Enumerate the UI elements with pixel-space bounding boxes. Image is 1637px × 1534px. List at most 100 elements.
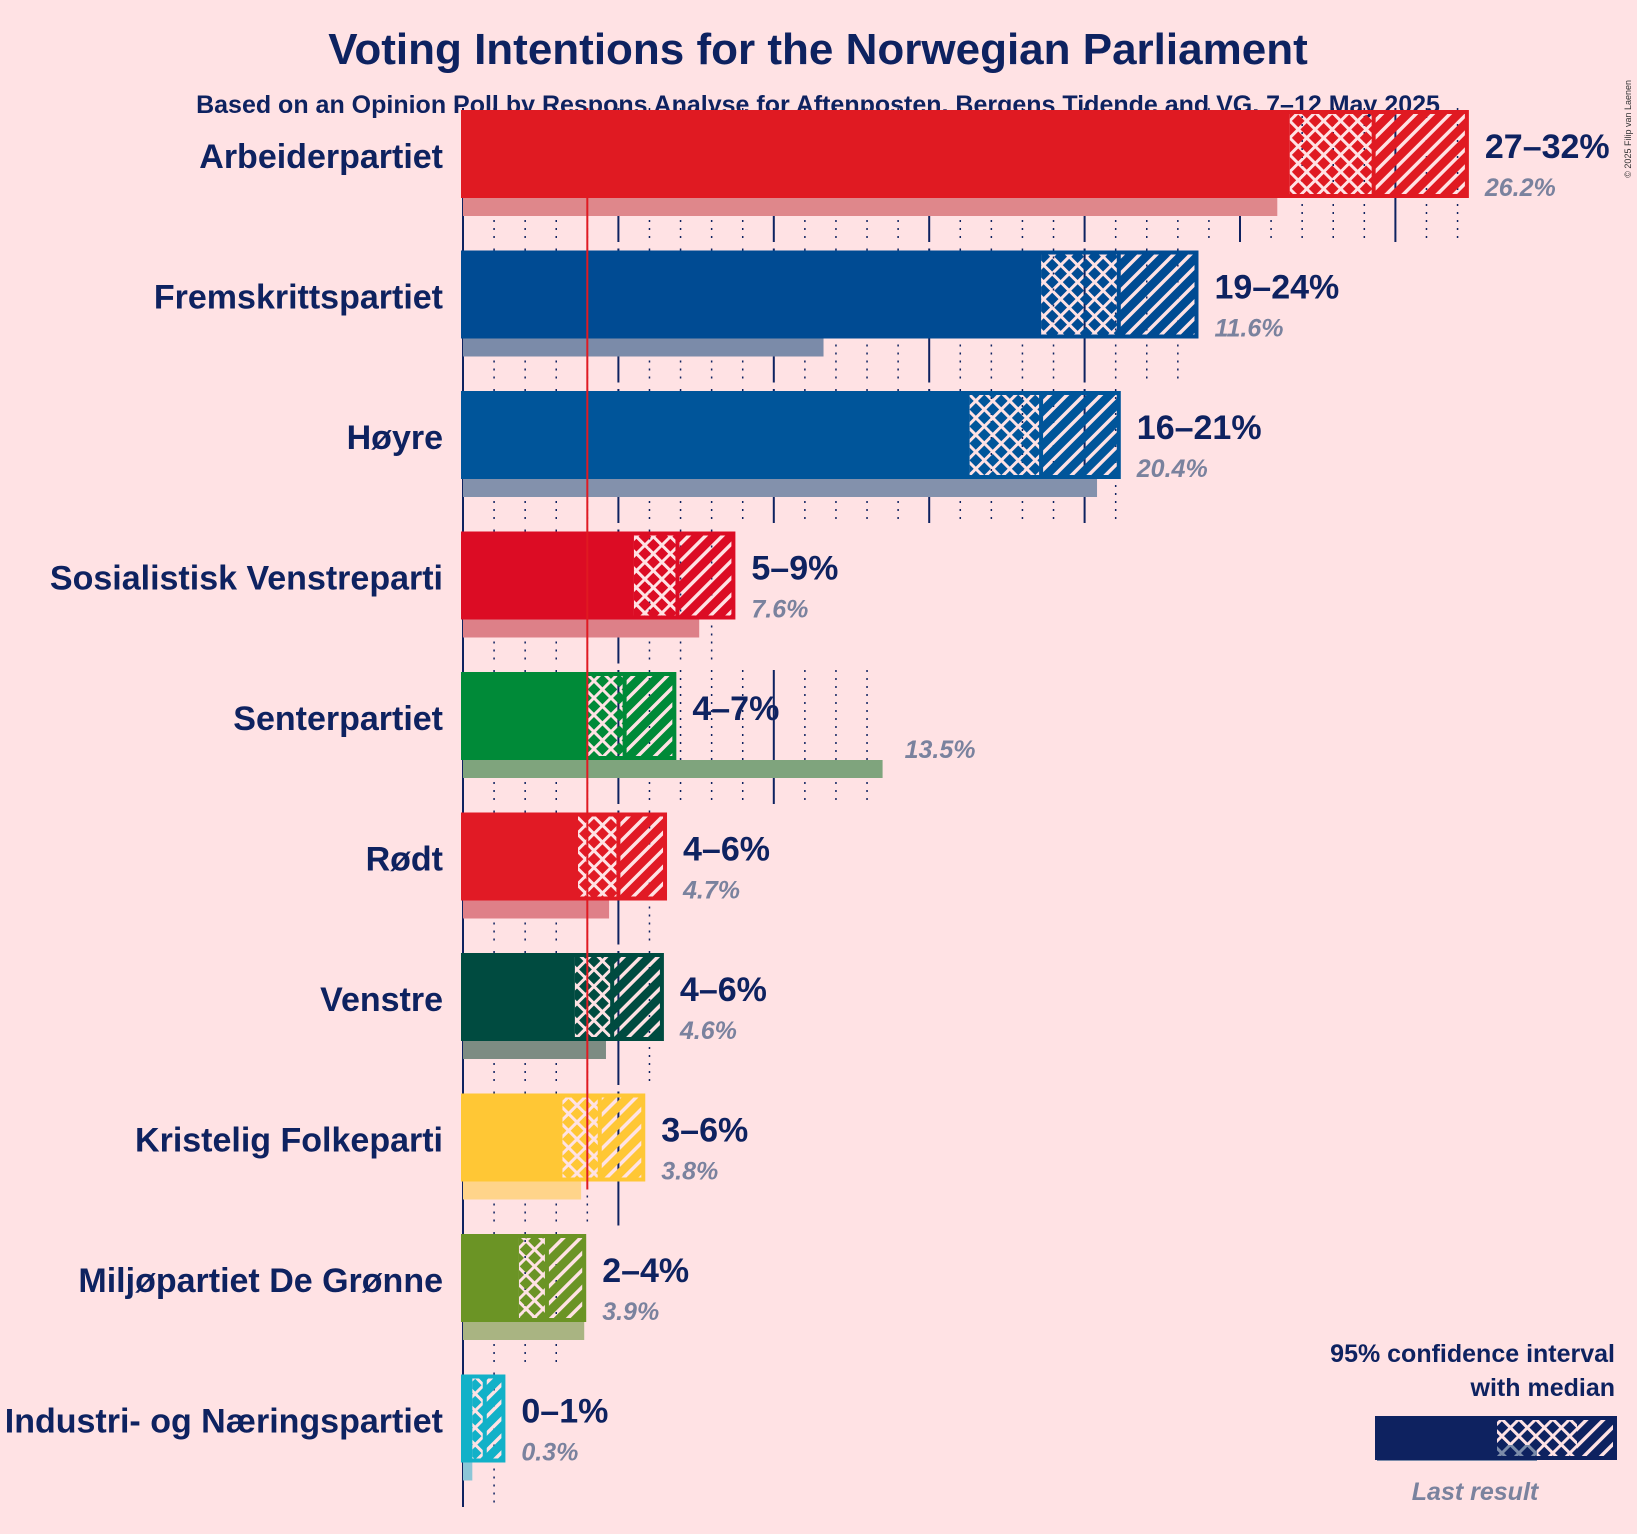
last-result-label: 20.4% [1136, 455, 1208, 483]
range-label: 27–32% [1485, 128, 1610, 166]
range-label: 19–24% [1214, 269, 1339, 307]
ci-lower-hatch [518, 1236, 547, 1320]
ci-upper-hatch [546, 1236, 585, 1320]
ci-solid-bar [463, 955, 575, 1039]
ci-solid-bar [463, 1376, 473, 1461]
range-label: 3–6% [661, 1112, 748, 1150]
party-bar-group [461, 391, 1121, 497]
ci-upper-hatch [484, 1376, 504, 1461]
ci-outline [461, 531, 736, 620]
legend-crosshatch [1497, 1418, 1577, 1458]
ci-solid-bar [463, 533, 634, 618]
ci-solid-bar [463, 1095, 563, 1180]
last-result-bar [463, 1181, 582, 1200]
last-result-bar [463, 479, 1098, 497]
ci-outline [461, 391, 1121, 479]
party-bar-group [461, 812, 668, 919]
ci-outline [461, 672, 677, 760]
party-bar-group [461, 250, 1199, 357]
ci-solid-bar [463, 112, 1290, 196]
chart-title: Voting Intentions for the Norwegian Parl… [328, 25, 1308, 74]
party-bar-group [461, 1374, 506, 1481]
party-name: Fremskrittspartiet [154, 279, 443, 317]
party-name: Sosialistisk Venstreparti [50, 560, 443, 598]
legend-line2: with median [1470, 1374, 1615, 1402]
last-result-label: 3.9% [602, 1298, 659, 1326]
ci-lower-hatch [633, 533, 678, 618]
ci-solid-bar [463, 674, 588, 758]
legend-solid-bar [1377, 1418, 1497, 1458]
last-result-label: 13.5% [905, 736, 976, 764]
last-result-label: 0.3% [521, 1439, 578, 1467]
party-name: Miljøpartiet De Grønne [78, 1262, 443, 1300]
range-label: 0–1% [521, 1393, 608, 1431]
last-result-bar [463, 760, 883, 778]
last-result-bar [463, 1041, 606, 1059]
ci-upper-hatch [624, 674, 675, 758]
party-bar-group [461, 672, 883, 778]
ci-upper-hatch [1041, 393, 1119, 477]
range-label: 5–9% [751, 550, 838, 588]
ci-outline [461, 812, 668, 901]
party-bar-group [461, 110, 1469, 216]
ci-solid-bar [463, 814, 578, 899]
last-result-bar [463, 338, 824, 357]
ci-outline [461, 1093, 646, 1182]
ci-lower-hatch [1289, 112, 1374, 196]
credit: © 2025 Filip van Laenen [1623, 80, 1633, 178]
last-result-label: 4.6% [679, 1017, 737, 1045]
last-result-label: 26.2% [1484, 174, 1556, 202]
ci-outline [461, 953, 664, 1041]
party-name: Arbeiderpartiet [199, 138, 443, 176]
range-label: 4–6% [683, 831, 770, 869]
last-result-label: 7.6% [751, 596, 808, 624]
ci-solid-bar [463, 1236, 519, 1320]
party-name: Senterpartiet [233, 700, 443, 738]
legend-last-result: Last result [1412, 1478, 1540, 1506]
legend-line1: 95% confidence interval [1330, 1340, 1615, 1368]
ci-lower-hatch [1041, 252, 1119, 337]
party-bar-group [461, 953, 664, 1059]
ci-outline [461, 250, 1199, 339]
last-result-label: 4.7% [682, 877, 740, 905]
ci-lower-hatch [969, 393, 1042, 477]
party-name: Kristelig Folkeparti [135, 1122, 443, 1160]
range-label: 4–7% [692, 690, 779, 728]
ci-upper-hatch [1373, 112, 1467, 196]
range-label: 4–6% [680, 971, 767, 1009]
ci-upper-hatch [599, 1095, 644, 1180]
ci-lower-hatch [472, 1376, 485, 1461]
last-result-bar [463, 900, 610, 919]
legend-outline [1375, 1416, 1617, 1460]
last-result-label: 3.8% [661, 1158, 718, 1186]
last-result-bar [463, 1462, 473, 1481]
last-result-bar [463, 619, 700, 638]
legend: 95% confidence interval with median Last… [1330, 1340, 1617, 1506]
last-result-bar [463, 1322, 585, 1340]
ci-upper-hatch [1118, 252, 1197, 337]
party-name: Industri- og Næringspartiet [5, 1403, 443, 1441]
party-name: Venstre [320, 981, 443, 1019]
party-bar-group [461, 1093, 646, 1200]
last-result-bar [463, 198, 1278, 216]
legend-diaghatch [1577, 1418, 1615, 1458]
range-label: 16–21% [1137, 409, 1262, 447]
ci-outline [461, 1234, 587, 1322]
ci-lower-hatch [562, 1095, 600, 1180]
bars-layer [461, 110, 1469, 1481]
party-name: Høyre [347, 419, 443, 457]
ci-upper-hatch [618, 814, 666, 899]
labels-layer: Arbeiderpartiet 27–32% 26.2% Fremskrittspar… [5, 128, 1610, 1467]
party-bar-group [461, 531, 736, 638]
ci-lower-hatch [587, 674, 625, 758]
party-bar-group [461, 1234, 587, 1340]
party-name: Rødt [366, 841, 443, 879]
ci-lower-hatch [577, 814, 619, 899]
ci-solid-bar [463, 252, 1042, 337]
ci-solid-bar [463, 393, 970, 477]
ci-outline [461, 110, 1469, 198]
ci-upper-hatch [612, 955, 662, 1039]
range-label: 2–4% [602, 1252, 689, 1290]
ci-lower-hatch [574, 955, 613, 1039]
